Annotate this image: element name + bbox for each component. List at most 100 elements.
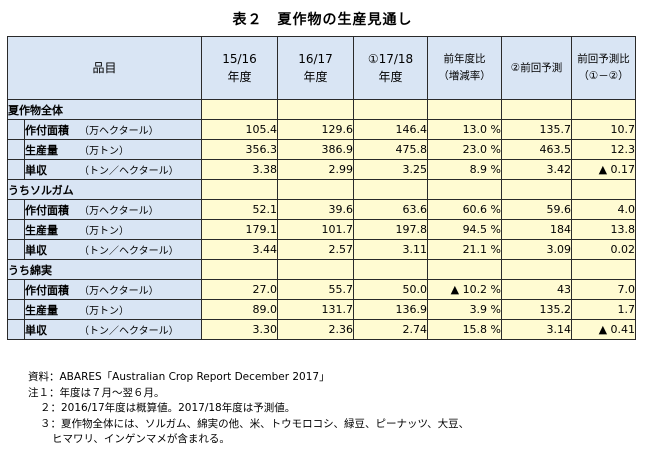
row-label-name: 生産量 [25, 143, 58, 157]
row-label-name: 作付面積 [25, 123, 69, 137]
row-label: 生産量 （万トン） [23, 139, 203, 160]
value-cell: 356.3 [201, 139, 279, 160]
value-cell: 2.74 [353, 319, 429, 340]
section-name: うちソルガム [6, 179, 203, 200]
row-indent [7, 139, 25, 160]
row-indent [7, 239, 25, 260]
section-empty-cell [353, 179, 429, 200]
value-cell: 129.6 [277, 119, 355, 140]
row-label: 作付面積 （万ヘクタール） [23, 119, 203, 140]
table-row: 作付面積 （万ヘクタール） 52.1 39.6 63.6 60.6 % 59.6 4.0 [7, 199, 637, 220]
value-cell: 50.0 [353, 279, 429, 300]
row-label-name: 生産量 [25, 303, 58, 317]
row-label-unit: （万ヘクタール） [79, 125, 159, 137]
value-cell: 475.8 [353, 139, 429, 160]
section-empty-cell [201, 259, 279, 280]
note-3: ３：夏作物全体には、ソルガム、綿実の他、米、トウモロコシ、緑豆、ピーナッツ、大豆… [40, 417, 470, 430]
section-empty-cell [501, 179, 573, 200]
header-yoy: 前年度比 （増減率） [427, 36, 503, 100]
row-label-unit: （万ヘクタール） [79, 285, 159, 297]
row-label: 単収 （トン／ヘクタール） [23, 319, 203, 340]
row-label-name: 単収 [25, 163, 47, 177]
row-label-name: 単収 [25, 323, 47, 337]
row-label-unit: （トン／ヘクタール） [79, 245, 179, 257]
value-cell: 27.0 [201, 279, 279, 300]
row-label: 作付面積 （万ヘクタール） [23, 279, 203, 300]
note-3-cont: ヒマワリ、インゲンマメが含まれる。 [52, 433, 230, 445]
value-cell: 8.9 % [427, 159, 503, 180]
value-cell: 463.5 [501, 139, 573, 160]
value-cell: 386.9 [277, 139, 355, 160]
value-cell: 2.57 [277, 239, 355, 260]
header-item: 品目 [6, 36, 203, 100]
row-indent [7, 159, 25, 180]
section-empty-cell [277, 259, 355, 280]
note-2: ２：2016/17年度は概算値。2017/18年度は予測値。 [40, 402, 296, 414]
row-label-name: 作付面積 [25, 283, 69, 297]
row-label-unit: （トン／ヘクタール） [79, 165, 179, 177]
value-cell: 184 [501, 219, 573, 240]
row-label-name: 単収 [25, 243, 47, 257]
header-prev-forecast: ②前回予測 [501, 36, 573, 100]
value-cell: 39.6 [277, 199, 355, 220]
header-col-1718: ①17/18 年度 [353, 36, 429, 100]
value-cell: 1.7 [571, 299, 637, 320]
row-indent [7, 119, 25, 140]
value-cell: 21.1 % [427, 239, 503, 260]
table-row: 生産量 （万トン） 89.0 131.7 136.9 3.9 % 135.2 1.7 [7, 299, 637, 320]
row-label: 単収 （トン／ヘクタール） [23, 239, 203, 260]
table-row: 生産量 （万トン） 356.3 386.9 475.8 23.0 % 463.5 12.3 [7, 139, 637, 160]
value-cell: 23.0 % [427, 139, 503, 160]
header-prev-diff: 前回予測比 （①－②） [571, 36, 637, 100]
value-cell: 3.38 [201, 159, 279, 180]
section-empty-cell [277, 179, 355, 200]
section-empty-cell [427, 99, 503, 120]
section-empty-cell [501, 99, 573, 120]
value-cell: 0.02 [571, 239, 637, 260]
note-source: 資料：ABARES「Australian Crop Report Decembe… [28, 371, 330, 383]
row-indent [7, 319, 25, 340]
section-empty-cell [201, 179, 279, 200]
section-row: うち綿実 [6, 259, 637, 280]
row-indent [7, 199, 25, 220]
section-row: 夏作物全体 [6, 99, 637, 120]
section-empty-cell [571, 99, 637, 120]
value-cell: 4.0 [571, 199, 637, 220]
value-cell: 3.09 [501, 239, 573, 260]
value-cell: 101.7 [277, 219, 355, 240]
row-label-unit: （万ヘクタール） [79, 205, 159, 217]
row-label-name: 生産量 [25, 223, 58, 237]
row-label: 作付面積 （万ヘクタール） [23, 199, 203, 220]
section-row: うちソルガム [6, 179, 637, 200]
section-empty-cell [571, 259, 637, 280]
section-name: 夏作物全体 [6, 99, 203, 120]
value-cell: 43 [501, 279, 573, 300]
value-cell: 135.7 [501, 119, 573, 140]
value-cell: 89.0 [201, 299, 279, 320]
value-cell: 3.9 % [427, 299, 503, 320]
section-empty-cell [353, 99, 429, 120]
value-cell: ▲ 10.2 % [427, 279, 503, 300]
value-cell: 10.7 [571, 119, 637, 140]
value-cell: ▲ 0.17 [571, 159, 637, 180]
value-cell: 3.25 [353, 159, 429, 180]
section-empty-cell [501, 259, 573, 280]
row-label: 単収 （トン／ヘクタール） [23, 159, 203, 180]
section-empty-cell [427, 179, 503, 200]
notes: 資料：ABARES「Australian Crop Report Decembe… [28, 370, 469, 448]
section-empty-cell [353, 259, 429, 280]
value-cell: 60.6 % [427, 199, 503, 220]
value-cell: 3.14 [501, 319, 573, 340]
table-row: 単収 （トン／ヘクタール） 3.44 2.57 3.11 21.1 % 3.09 0.02 [7, 239, 637, 260]
value-cell: 135.2 [501, 299, 573, 320]
header-col-1515: 15/16 年度 [201, 36, 279, 100]
row-label-unit: （万トン） [79, 145, 129, 157]
value-cell: 15.8 % [427, 319, 503, 340]
row-indent [7, 299, 25, 320]
value-cell: 2.99 [277, 159, 355, 180]
section-empty-cell [427, 259, 503, 280]
value-cell: 136.9 [353, 299, 429, 320]
value-cell: 63.6 [353, 199, 429, 220]
value-cell: 3.11 [353, 239, 429, 260]
value-cell: 13.0 % [427, 119, 503, 140]
